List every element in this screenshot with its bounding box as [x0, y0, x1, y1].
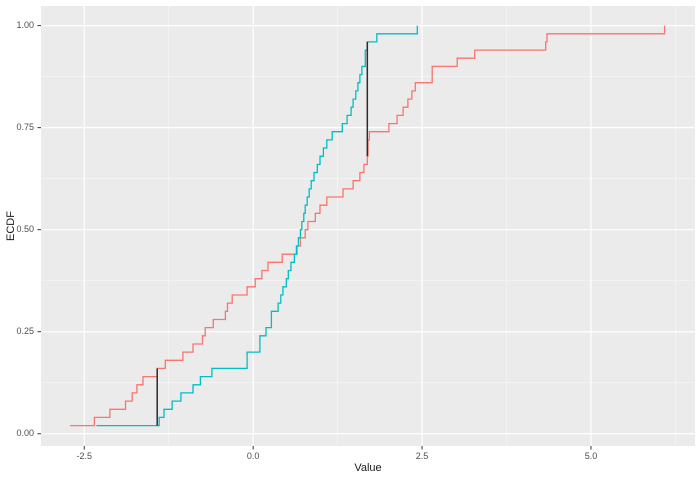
x-tick-label: -2.5 — [76, 451, 92, 461]
y-tick-label: 0.50 — [16, 224, 34, 235]
x-axis-title: Value — [354, 462, 382, 474]
y-tick-label: 0.75 — [16, 122, 34, 133]
x-tick-label: 5.0 — [584, 451, 598, 461]
y-tick-label: 0.25 — [16, 326, 34, 337]
ecdf-curve-sample-2 — [96, 25, 418, 427]
y-tick-label: 1.00 — [16, 20, 34, 31]
y-tick-label: 0.00 — [16, 428, 34, 439]
y-axis-title: ECDF — [5, 211, 17, 241]
x-tick-label: 0.0 — [246, 451, 260, 461]
ecdf-curve-sample-1 — [70, 25, 666, 427]
x-tick-label: 2.5 — [415, 451, 429, 461]
